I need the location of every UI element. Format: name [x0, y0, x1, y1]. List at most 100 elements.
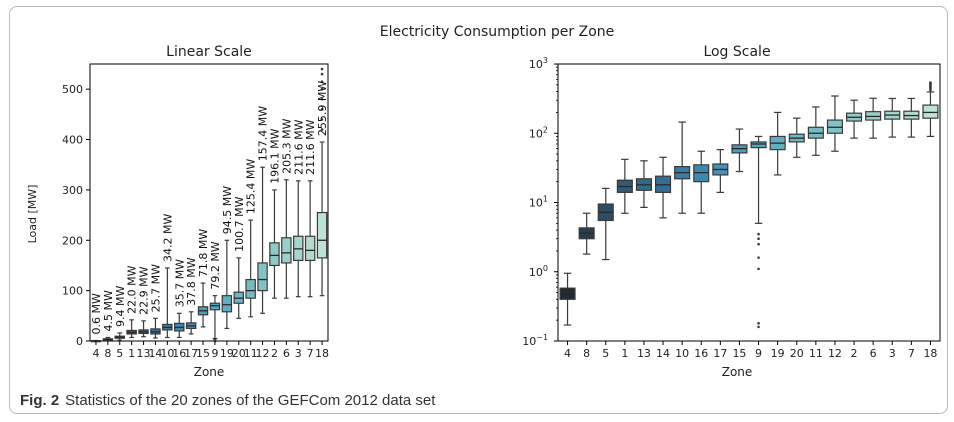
linear-mean-label-6: 205.3 MW — [280, 118, 293, 173]
log-xtick-label-16: 16 — [694, 347, 708, 360]
log-ytick-exponent-1: 0 — [543, 264, 548, 273]
log-xtick-label-4: 4 — [564, 347, 571, 360]
caption-text: Statistics of the 20 zones of the GEFCom… — [65, 392, 436, 409]
linear-xtick-label-1: 1 — [128, 347, 135, 360]
linear-mean-label-16: 35.7 MW — [173, 259, 186, 307]
log-xtick-label-1: 1 — [621, 347, 628, 360]
linear-mean-label-1: 22.0 MW — [126, 265, 139, 313]
log-xtick-label-14: 14 — [656, 347, 670, 360]
linear-xtick-label-20: 20 — [232, 347, 246, 360]
log-box-4 — [559, 287, 576, 300]
linear-xtick-label-15: 15 — [196, 347, 210, 360]
log-ytick-label-3: 102 — [529, 125, 548, 140]
linear-box-18 — [316, 211, 328, 259]
log-box-9 — [750, 141, 767, 149]
linear-flier-18-1 — [320, 118, 324, 121]
log-flier-9-0 — [757, 325, 760, 329]
linear-ytick-label-100: 100 — [62, 285, 83, 298]
linear-xtick-label-19: 19 — [220, 347, 234, 360]
linear-flier-18-5 — [320, 80, 324, 83]
log-flier-18-7 — [929, 81, 932, 84]
linear-xtick-label-3: 3 — [295, 347, 302, 360]
linear-mean-label-5: 9.4 MW — [114, 285, 127, 326]
log-xtick-label-15: 15 — [732, 347, 746, 360]
log-ytick-label-1: 100 — [529, 264, 548, 279]
linear-xtick-label-14: 14 — [148, 347, 162, 360]
log-xtick-label-20: 20 — [790, 347, 804, 360]
log-xtick-label-6: 6 — [870, 347, 877, 360]
linear-xtick-label-10: 10 — [160, 347, 174, 360]
log-ytick-base-2: 10 — [529, 197, 543, 210]
log-ytick-exponent-4: 3 — [543, 56, 548, 65]
linear-mean-label-8: 4.5 MW — [102, 290, 115, 331]
log-ytick-exponent-3: 2 — [543, 125, 548, 134]
log-ytick-base-0: 10 — [522, 335, 536, 348]
linear-xtick-label-8: 8 — [104, 347, 111, 360]
linear-flier-18-6 — [320, 72, 324, 76]
log-xtick-label-10: 10 — [675, 347, 689, 360]
log-xtick-label-5: 5 — [602, 347, 609, 360]
log-flier-9-2 — [757, 267, 760, 271]
linear-mean-label-7: 211.6 MW — [304, 119, 317, 174]
linear-ytick-label-200: 200 — [62, 234, 83, 247]
chart-linear-title: Linear Scale — [166, 44, 252, 60]
linear-mean-label-20: 100.7 MW — [233, 196, 246, 251]
linear-mean-label-4: 0.6 MW — [90, 293, 103, 334]
log-ytick-label-0: 10−1 — [522, 333, 548, 348]
linear-mean-label-3: 211.6 MW — [292, 119, 305, 174]
linear-box-12 — [257, 262, 268, 292]
linear-ytick-label-0: 0 — [76, 335, 83, 348]
chart-log-title: Log Scale — [703, 44, 770, 60]
chart-log-plot: 4 8 5 1 13 14 10 16 17 15 9 19 20 11 12 2 6 3 7 1810−110010… — [522, 56, 941, 360]
log-box-18 — [922, 104, 939, 119]
linear-xtick-label-5: 5 — [116, 347, 123, 360]
linear-mean-label-10: 34.2 MW — [161, 213, 174, 261]
log-xtick-label-11: 11 — [809, 347, 823, 360]
linear-xtick-label-4: 4 — [92, 347, 99, 360]
linear-flier-18-3 — [320, 97, 324, 101]
log-ytick-label-4: 103 — [529, 56, 548, 71]
linear-xtick-label-18: 18 — [315, 347, 329, 360]
linear-flier-18-7 — [320, 67, 324, 71]
linear-xtick-label-16: 16 — [172, 347, 186, 360]
linear-box-2 — [269, 242, 280, 267]
linear-flier-18-4 — [320, 87, 324, 91]
linear-mean-label-2: 196.1 MW — [268, 128, 281, 183]
log-xtick-label-19: 19 — [771, 347, 785, 360]
log-xtick-label-13: 13 — [637, 347, 651, 360]
linear-xtick-label-12: 12 — [256, 347, 270, 360]
linear-xtick-label-9: 9 — [211, 347, 218, 360]
linear-box-19 — [221, 295, 233, 313]
linear-ytick-label-400: 400 — [62, 134, 83, 147]
chart-linear: Linear Scale Zone Load [MW] 4 8 5 1 13141016… — [26, 44, 329, 379]
chart-log: Log Scale Zone 4 8 5 1 13 14 10 16 17 15 9 19 20 11 12… — [522, 44, 941, 379]
linear-mean-label-15: 71.8 MW — [197, 229, 210, 277]
log-xtick-label-3: 3 — [889, 347, 896, 360]
log-axes-frame — [557, 63, 941, 342]
log-ytick-base-1: 10 — [529, 266, 543, 279]
linear-mean-label-11: 125.4 MW — [245, 159, 258, 214]
linear-mean-label-9: 79.2 MW — [209, 241, 222, 289]
chart-linear-xlabel: Zone — [194, 365, 225, 379]
linear-xtick-label-17: 17 — [184, 347, 198, 360]
linear-mean-label-14: 25.7 MW — [149, 264, 162, 312]
figure-suptitle: Electricity Consumption per Zone — [380, 24, 615, 40]
log-xtick-label-9: 9 — [755, 347, 762, 360]
linear-mean-label-19: 94.5 MW — [221, 186, 234, 234]
linear-flier-18-0 — [320, 128, 324, 131]
linear-box-6 — [281, 237, 292, 264]
linear-mean-label-18: 255.9 MW — [316, 81, 329, 136]
linear-xtick-label-13: 13 — [137, 347, 151, 360]
log-ytick-exponent-2: 1 — [543, 195, 548, 204]
linear-flier-9-6 — [213, 337, 217, 341]
log-flier-9-1 — [757, 322, 760, 325]
linear-flier-18-2 — [320, 108, 324, 111]
log-ytick-base-4: 10 — [529, 58, 543, 71]
chart-linear-ylabel: Load [MW] — [26, 185, 39, 244]
log-xtick-label-8: 8 — [583, 347, 590, 360]
log-xtick-label-12: 12 — [828, 347, 842, 360]
linear-axes-frame — [89, 63, 329, 342]
linear-mean-label-13: 22.9 MW — [138, 266, 151, 314]
linear-box-11 — [245, 278, 256, 299]
